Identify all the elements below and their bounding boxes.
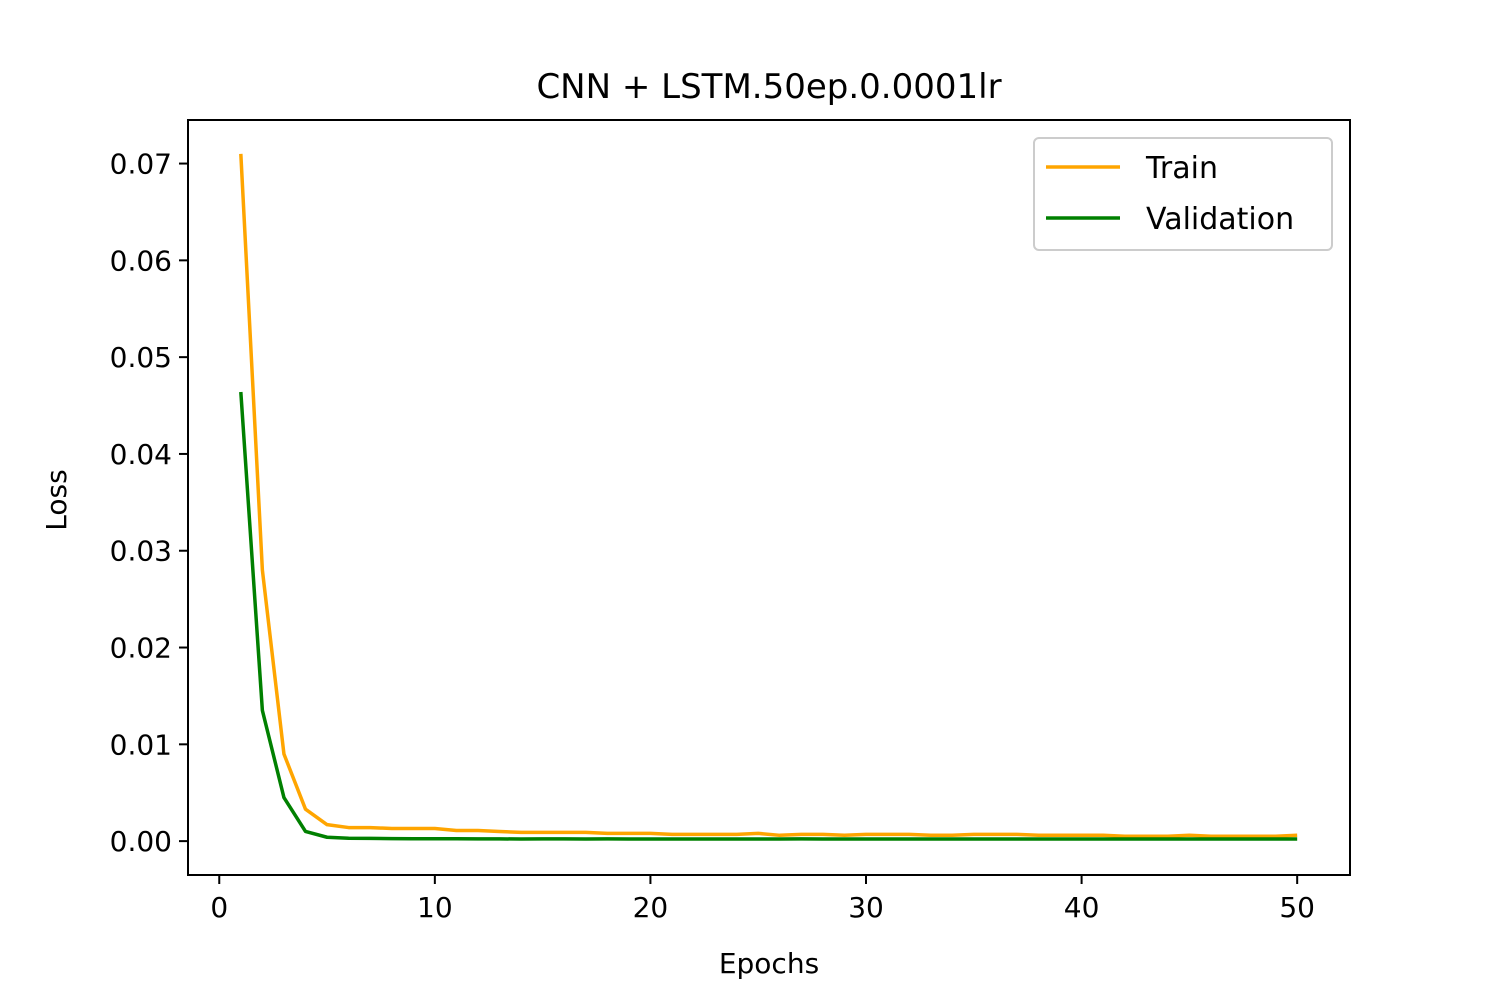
legend: Train Validation (1033, 137, 1333, 251)
y-axis: 0.00 0.01 0.02 0.03 0.04 0.05 0.06 0.07 (110, 148, 188, 858)
plot-lines (239, 153, 1298, 841)
x-tick-label: 20 (633, 891, 669, 924)
x-tick-label: 10 (417, 891, 453, 924)
y-tick-label: 0.02 (110, 632, 172, 665)
y-tick-label: 0.06 (110, 244, 172, 277)
plot-frame (187, 119, 1351, 876)
x-axis: 0 10 20 30 40 50 (210, 875, 1315, 924)
chart-title: CNN + LSTM.50ep.0.0001lr (536, 67, 1001, 107)
y-tick-label: 0.04 (110, 438, 172, 471)
y-tick-label: 0.00 (110, 825, 172, 858)
y-tick-label: 0.01 (110, 728, 172, 761)
series-line-validation (239, 391, 1298, 841)
x-tick-label: 0 (210, 891, 228, 924)
x-tick-label: 30 (848, 891, 884, 924)
y-tick-label: 0.03 (110, 535, 172, 568)
legend-label-train: Train (1145, 151, 1218, 186)
x-tick-label: 40 (1064, 891, 1100, 924)
x-axis-label: Epochs (719, 947, 819, 980)
legend-label-validation: Validation (1146, 202, 1294, 237)
y-tick-label: 0.07 (110, 148, 172, 181)
series-line-train (239, 153, 1298, 839)
x-tick-label: 50 (1279, 891, 1315, 924)
y-axis-label: Loss (40, 469, 73, 530)
y-tick-label: 0.05 (110, 341, 172, 374)
